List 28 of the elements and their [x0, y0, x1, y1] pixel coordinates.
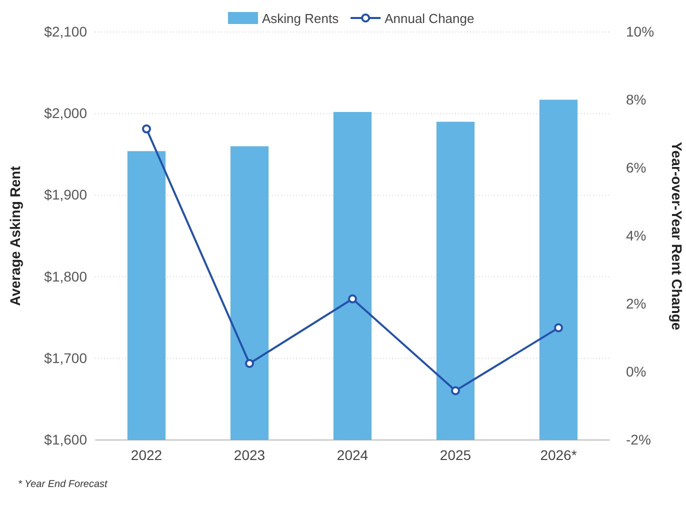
x-tick-label: 2024 — [336, 446, 368, 463]
y-tick-label: $1,800 — [44, 268, 88, 284]
y2-tick-label: 8% — [626, 91, 646, 108]
y-tick-label: $2,100 — [44, 23, 88, 40]
legend-label: Asking Rents — [262, 11, 340, 26]
point — [554, 323, 563, 332]
y-tick-label: $1,700 — [44, 350, 88, 366]
y2-tick-label: -2% — [626, 431, 651, 448]
text: * Year End Forecast — [18, 479, 109, 490]
x-tick-label: 2022 — [130, 446, 162, 463]
y-tick-label: $1,600 — [44, 431, 88, 448]
x-tick-label: 2026* — [540, 446, 578, 463]
y2-axis-title: Year-over-Year Rent Change — [669, 142, 685, 330]
y2-tick-label: 0% — [626, 363, 646, 380]
legend-label: Annual Change — [384, 11, 474, 26]
y-axis-title: Average Asking Rent — [7, 166, 23, 306]
point — [142, 124, 151, 134]
x-tick-label: 2023 — [234, 446, 266, 463]
y-tick-label: $2,000 — [44, 105, 88, 122]
x-tick-label: 2025 — [440, 446, 472, 463]
y2-tick-label: 2% — [626, 295, 646, 312]
point — [245, 359, 254, 368]
point — [348, 294, 357, 304]
y2-tick-label: 6% — [626, 159, 646, 176]
point — [451, 386, 460, 396]
y2-tick-label: 4% — [626, 227, 646, 244]
y-tick-label: $1,900 — [44, 186, 88, 203]
y2-tick-label: 10% — [626, 23, 654, 40]
